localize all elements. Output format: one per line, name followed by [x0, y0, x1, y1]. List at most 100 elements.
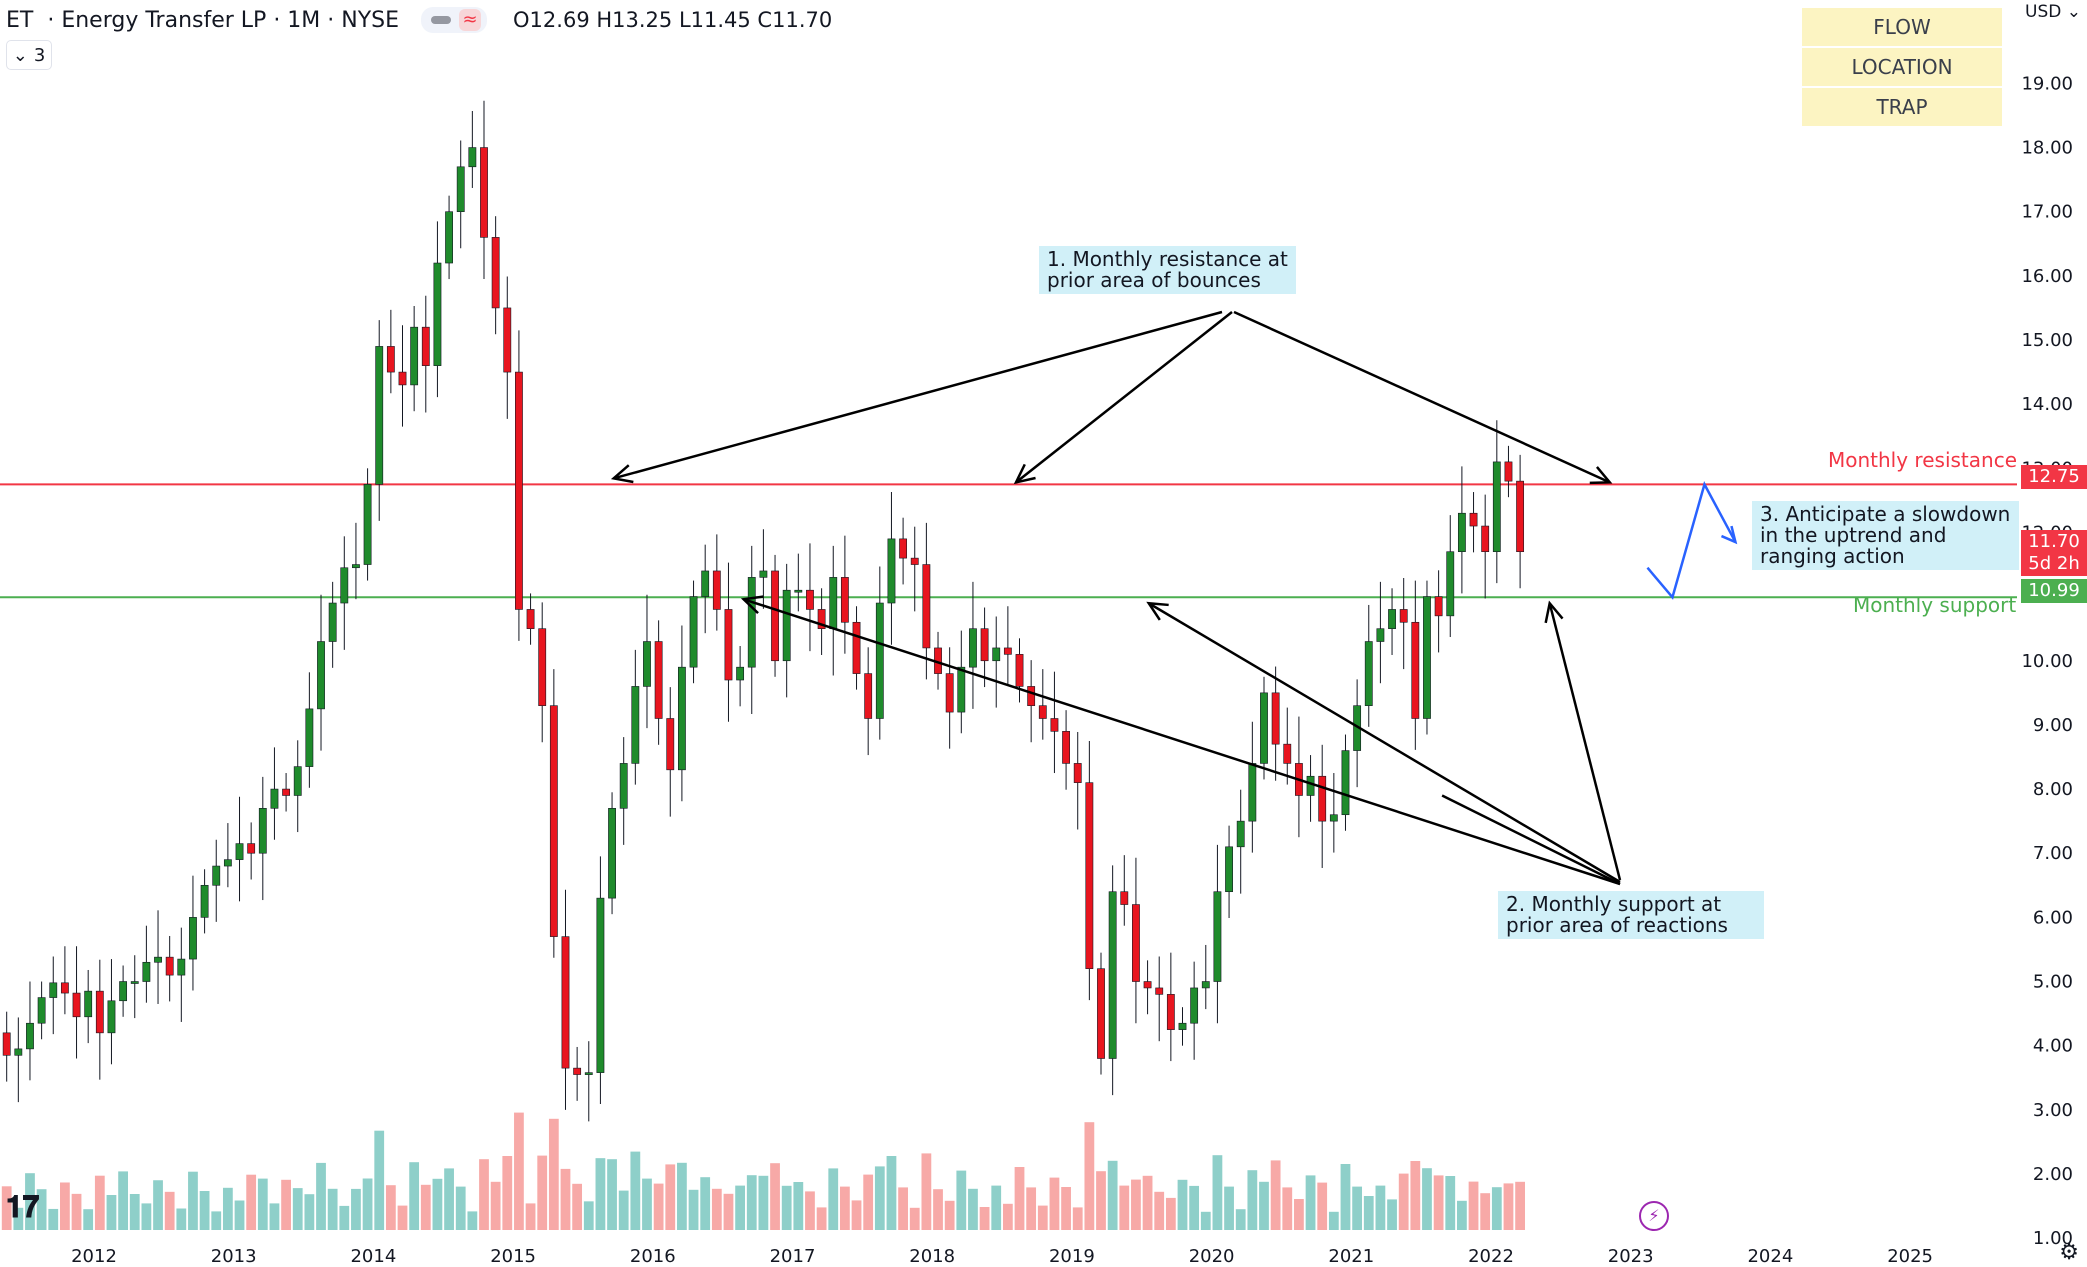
- candle-body: [1306, 775, 1315, 796]
- candle-body: [945, 673, 954, 713]
- note-line: 3. Anticipate a slowdown: [1760, 502, 2011, 526]
- candle-body: [1166, 994, 1175, 1030]
- indicators-toggle-button[interactable]: ⌄ 3: [6, 40, 52, 70]
- candle-body: [619, 763, 628, 809]
- volume-bar: [548, 1118, 559, 1230]
- candle-body: [235, 843, 244, 860]
- candle-body: [340, 567, 349, 604]
- y-tick-label: 9.00: [2033, 715, 2073, 736]
- note-anticipate-slowdown[interactable]: 3. Anticipate a slowdown in the uptrend …: [1752, 501, 2019, 570]
- volume-bar: [420, 1184, 431, 1230]
- candle-body: [1318, 775, 1327, 822]
- candle-body: [1073, 763, 1082, 783]
- candle-body: [119, 981, 128, 1002]
- volume-bar: [1410, 1161, 1421, 1230]
- x-tick-label: 2022: [1468, 1246, 1514, 1267]
- candle-body: [1085, 782, 1094, 969]
- candle-body: [270, 788, 279, 809]
- volume-bar: [1282, 1187, 1293, 1230]
- symbol-description[interactable]: · Energy Transfer LP · 1M · NYSE: [47, 7, 400, 33]
- volume-bar: [327, 1188, 338, 1230]
- currency-selector[interactable]: USD ⌄: [2025, 2, 2081, 22]
- candle-body: [864, 673, 873, 719]
- volume-bar: [618, 1190, 629, 1230]
- note-monthly-resistance[interactable]: 1. Monthly resistance at prior area of b…: [1039, 246, 1296, 294]
- volume-bar: [1340, 1164, 1351, 1230]
- candle-body: [584, 1072, 593, 1075]
- candle-body: [95, 990, 104, 1034]
- volume-bar: [1014, 1167, 1025, 1230]
- candle-body: [1376, 628, 1385, 642]
- volume-bar: [25, 1173, 35, 1230]
- volume-bar: [316, 1162, 326, 1230]
- last-price-tag: 11.70: [2021, 530, 2087, 554]
- candle-body: [1248, 763, 1257, 822]
- symbol-ticker[interactable]: ET: [6, 7, 34, 33]
- volume-bar: [246, 1174, 257, 1230]
- volume-bar: [1072, 1207, 1083, 1230]
- y-tick-label: 1.00: [2033, 1228, 2073, 1249]
- y-tick-label: 3.00: [2033, 1100, 2073, 1121]
- candle-body: [410, 326, 419, 386]
- candle-body: [212, 865, 221, 886]
- support-trend-line: [1441, 794, 1621, 886]
- x-tick-label: 2020: [1189, 1246, 1235, 1267]
- arrow-resistance-2022: [1233, 310, 1611, 484]
- status-badge[interactable]: ≈: [421, 7, 488, 33]
- volume-bar: [851, 1200, 862, 1230]
- candle-body: [771, 570, 779, 662]
- lightning-icon[interactable]: ⚡: [1639, 1201, 1669, 1231]
- candle-body: [1457, 512, 1466, 553]
- volume-bar: [490, 1181, 501, 1230]
- arrow-support-2019: [1148, 602, 1621, 884]
- candle-body: [992, 647, 1001, 662]
- volume-bar: [1305, 1175, 1316, 1230]
- arrow-resistance-2022-head: [1589, 466, 1613, 485]
- volume-bar: [653, 1183, 664, 1230]
- candle-body: [456, 166, 465, 213]
- tradingview-logo[interactable]: 𝟏𝟕: [6, 1190, 40, 1225]
- time-axis: 2012 2013 2014 2015 2016 2017 2018 2019 2020 2021…: [71, 1246, 1933, 1267]
- candle-body: [573, 1067, 582, 1075]
- legend-box: FLOW LOCATION TRAP: [1802, 8, 2002, 128]
- volume-bar: [1037, 1205, 1048, 1230]
- candle-body: [1271, 692, 1280, 745]
- volume-bar: [1224, 1186, 1234, 1230]
- candle-body: [293, 766, 302, 796]
- volume-bar: [572, 1183, 583, 1230]
- chevron-down-icon: ⌄: [2061, 2, 2081, 22]
- volume-bar: [1165, 1197, 1176, 1230]
- candle-body: [72, 992, 81, 1018]
- volume-bar: [1433, 1175, 1444, 1230]
- chevron-down-icon: ⌄: [12, 44, 28, 66]
- note-monthly-support[interactable]: 2. Monthly support at prior area of reac…: [1498, 891, 1764, 939]
- candle-body: [712, 570, 721, 610]
- candle-body: [1446, 551, 1455, 617]
- gear-icon[interactable]: ⚙: [2059, 1240, 2079, 1265]
- candle-body: [922, 564, 931, 649]
- candle-body: [421, 326, 430, 366]
- volume-bar: [921, 1153, 932, 1230]
- candle-body: [398, 371, 407, 386]
- projection-line: [1646, 481, 1737, 600]
- y-tick-label: 19.00: [2021, 73, 2073, 94]
- volume-bar: [281, 1179, 291, 1230]
- candle-body: [677, 666, 686, 771]
- volume-bar: [1235, 1209, 1246, 1230]
- volume-bar: [688, 1189, 699, 1230]
- candle-body: [386, 346, 395, 373]
- volume-bar: [351, 1188, 361, 1230]
- volume-bar: [1142, 1175, 1153, 1230]
- volume-bar: [1398, 1173, 1409, 1230]
- symbol-header: ET · Energy Transfer LP · 1M · NYSE ≈ O1…: [0, 0, 832, 40]
- candle-body: [1178, 1022, 1187, 1030]
- volume-bar: [199, 1191, 210, 1230]
- note-line: prior area of bounces: [1047, 268, 1261, 292]
- volume-bar: [1445, 1176, 1456, 1230]
- note-line: 1. Monthly resistance at: [1047, 247, 1288, 271]
- candle-body: [363, 484, 372, 565]
- volume-bars: [1, 1112, 1525, 1230]
- volume-bar: [397, 1205, 408, 1230]
- y-tick-label: 7.00: [2033, 843, 2073, 864]
